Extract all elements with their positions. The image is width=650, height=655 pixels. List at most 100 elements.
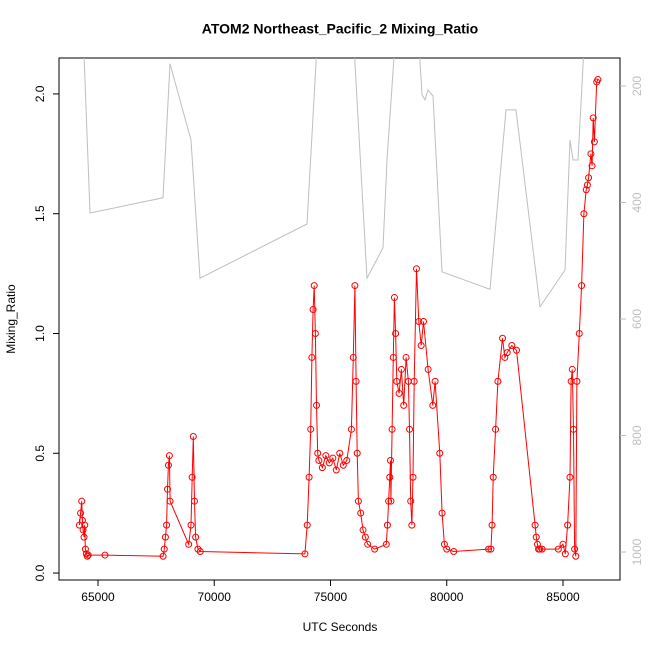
point: [357, 509, 365, 517]
point: [538, 545, 546, 553]
point: [83, 552, 91, 560]
point: [569, 425, 577, 433]
y-tick-label: 2.0: [33, 85, 47, 102]
y2-tick-label: 600: [630, 309, 644, 329]
y2-tick-label: 800: [630, 425, 644, 445]
point: [165, 452, 173, 460]
point: [78, 497, 86, 505]
series-line: [83, 58, 584, 309]
point: [388, 425, 396, 433]
point: [81, 545, 89, 553]
point: [339, 461, 347, 469]
point: [410, 377, 418, 385]
point: [79, 526, 87, 534]
point: [313, 401, 321, 409]
point: [383, 521, 391, 529]
point: [386, 473, 394, 481]
chart-title: ATOM2 Northeast_Pacific_2 Mixing_Ratio: [202, 21, 478, 37]
point: [77, 509, 85, 517]
point: [588, 162, 596, 170]
point: [314, 449, 322, 457]
point: [417, 341, 425, 349]
point: [196, 547, 204, 555]
point: [487, 545, 495, 553]
point: [575, 329, 583, 337]
point: [187, 521, 195, 529]
point: [436, 449, 444, 457]
point: [359, 526, 367, 534]
point: [75, 521, 83, 529]
point: [566, 473, 574, 481]
point: [318, 464, 326, 472]
x-tick-label: 75000: [314, 590, 348, 604]
point: [585, 174, 593, 182]
y-tick-label: 0.5: [33, 445, 47, 462]
point: [354, 497, 362, 505]
point: [485, 545, 493, 553]
point: [438, 509, 446, 517]
point: [307, 425, 315, 433]
point: [402, 353, 410, 361]
point: [578, 282, 586, 290]
point: [160, 545, 168, 553]
point: [589, 114, 597, 122]
point: [164, 485, 172, 493]
series-line: [78, 79, 599, 558]
point: [443, 545, 451, 553]
point: [192, 533, 200, 541]
point: [361, 533, 369, 541]
point: [583, 181, 591, 189]
point: [389, 353, 397, 361]
point: [489, 473, 497, 481]
point: [385, 497, 393, 505]
point: [508, 341, 516, 349]
plot-frame: [58, 57, 621, 581]
point: [332, 466, 340, 474]
point: [568, 365, 576, 373]
y-tick-label: 1.0: [33, 325, 47, 342]
point: [315, 456, 323, 464]
x-tick-label: 80000: [430, 590, 464, 604]
point: [392, 329, 400, 337]
point: [352, 377, 360, 385]
point: [554, 545, 562, 553]
point: [431, 377, 439, 385]
point: [512, 346, 520, 354]
point: [488, 521, 496, 529]
point: [393, 377, 401, 385]
point: [390, 294, 398, 302]
x-tick-label: 70000: [198, 590, 232, 604]
point: [101, 551, 109, 559]
point: [587, 150, 595, 158]
x-axis-label: UTC Seconds: [303, 620, 378, 634]
y-tick-label: 0.0: [33, 564, 47, 581]
point: [322, 452, 330, 460]
point: [303, 521, 311, 529]
point: [80, 533, 88, 541]
point: [503, 349, 511, 357]
point: [305, 473, 313, 481]
point: [580, 210, 588, 218]
point: [572, 552, 580, 560]
point: [343, 456, 351, 464]
point: [301, 550, 309, 558]
point: [309, 306, 317, 314]
y2-tick-label: 200: [630, 76, 644, 96]
point: [371, 545, 379, 553]
point: [189, 433, 197, 441]
y2-tick-label: 400: [630, 192, 644, 212]
point: [386, 456, 394, 464]
point: [161, 533, 169, 541]
point: [571, 545, 579, 553]
point: [492, 425, 500, 433]
point: [559, 540, 567, 548]
point: [166, 497, 174, 505]
y2-tick-label: 1000: [630, 538, 644, 565]
point: [311, 329, 319, 337]
point: [325, 459, 333, 467]
point: [163, 521, 171, 529]
point: [353, 449, 361, 457]
point: [573, 377, 581, 385]
point: [450, 547, 458, 555]
